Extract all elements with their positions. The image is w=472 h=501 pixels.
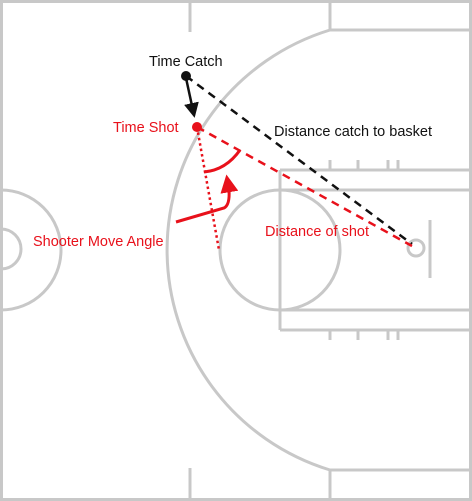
time-catch-label: Time Catch: [149, 54, 223, 70]
catch-to-shot-arrow: [184, 77, 199, 118]
catch-point-marker: [181, 71, 191, 81]
shooter-reference-line: [195, 126, 221, 251]
basket-rim: [406, 238, 426, 258]
distance-catch-to-basket-line: [185, 74, 413, 246]
time-shot-label: Time Shot: [113, 120, 179, 136]
distance-of-shot-label: Distance of shot: [265, 224, 369, 240]
shooter-move-angle-label: Shooter Move Angle: [33, 234, 164, 250]
three-point-arc: [165, 28, 331, 472]
distance-catch-to-basket-label: Distance catch to basket: [274, 124, 432, 140]
lane-hash-marks: [328, 160, 400, 340]
center-circle-inner: [0, 227, 23, 271]
shot-point-marker: [192, 122, 202, 132]
center-circle-outer: [0, 188, 63, 312]
shooter-move-angle-arc: [203, 149, 242, 174]
shooter-move-angle-arrow: [175, 174, 239, 224]
